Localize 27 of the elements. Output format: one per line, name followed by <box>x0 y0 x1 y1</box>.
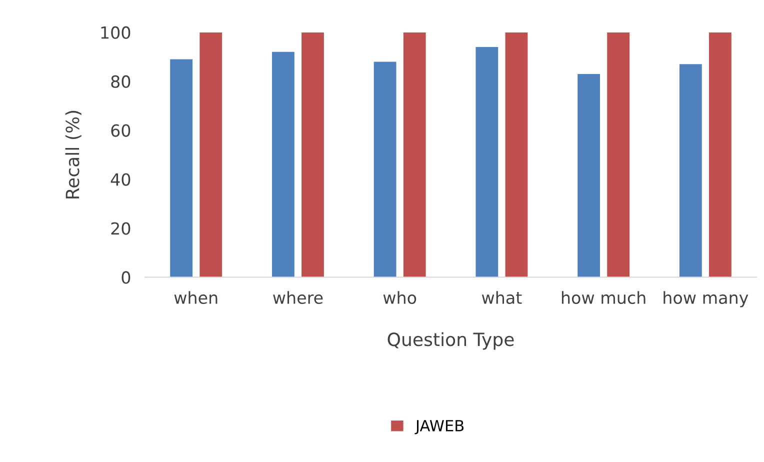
y-tick-label: 60 <box>111 124 130 137</box>
bar <box>403 32 426 278</box>
x-tick-label: where <box>273 291 323 304</box>
bar <box>578 74 600 278</box>
bar <box>476 47 498 278</box>
x-tick-label: how much <box>562 291 646 304</box>
x-tick-label: when <box>174 291 218 304</box>
bar <box>374 62 396 278</box>
bar <box>302 32 324 278</box>
x-tick-label: what <box>482 291 522 304</box>
y-tick-label: 40 <box>110 173 130 186</box>
bar <box>272 52 294 278</box>
bar <box>708 32 732 278</box>
bar <box>200 32 222 278</box>
bar <box>170 59 193 278</box>
x-tick-label: how many <box>664 291 748 308</box>
bar <box>505 32 528 278</box>
y-tick-label: 20 <box>111 222 130 235</box>
legend-label: JAWEB <box>414 420 464 434</box>
y-axis-title: Recall (%) <box>65 110 82 198</box>
x-axis-title: Question Type <box>388 332 514 350</box>
bar <box>607 32 630 278</box>
y-tick-label: 0 <box>122 271 130 284</box>
y-tick-label: 80 <box>111 75 130 88</box>
bar <box>679 64 702 278</box>
x-tick-label: who <box>383 291 416 304</box>
y-tick-label: 100 <box>101 26 130 39</box>
